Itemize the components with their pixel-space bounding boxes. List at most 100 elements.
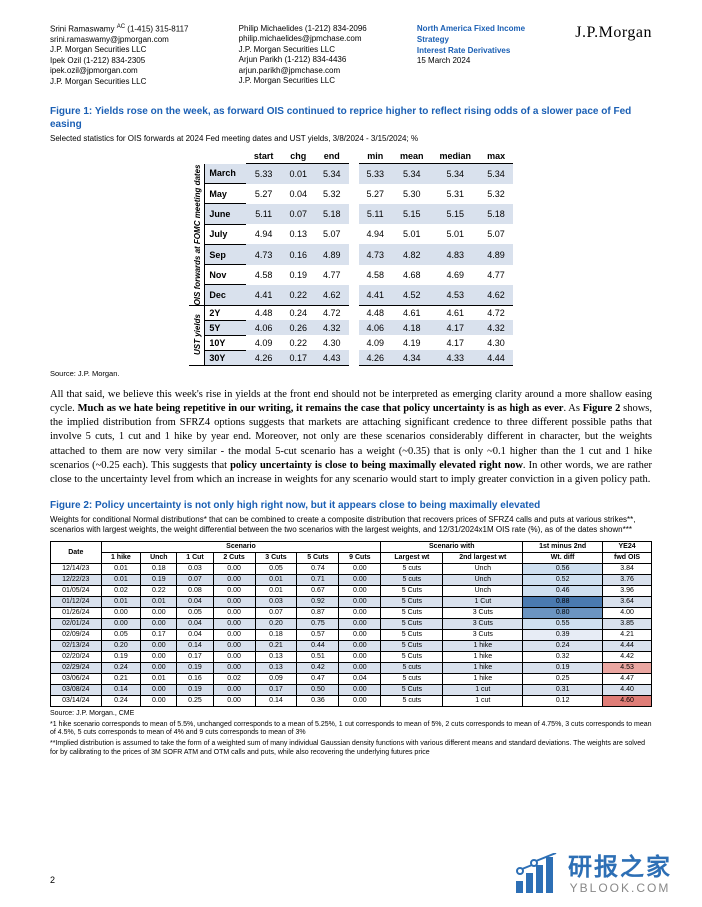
table-cell: 0.31 bbox=[523, 684, 603, 695]
table-cell: 0.01 bbox=[101, 574, 141, 585]
table-cell: 5.27 bbox=[246, 184, 282, 204]
table-cell: 4.62 bbox=[315, 285, 349, 305]
table-cell: 5.32 bbox=[479, 184, 513, 204]
watermark-logo: 研报之家 YBLOOK.COM bbox=[512, 853, 672, 897]
author-firm: J.P. Morgan Securities LLC bbox=[239, 45, 367, 55]
table-cell: 0.50 bbox=[297, 684, 339, 695]
table-cell: 0.00 bbox=[339, 651, 381, 662]
author-col-2: Philip Michaelides (1-212) 834-2096 phil… bbox=[239, 24, 367, 87]
table-cell: 0.17 bbox=[281, 350, 315, 365]
table-cell: 4.72 bbox=[315, 305, 349, 320]
table-cell: 01/26/24 bbox=[51, 607, 102, 618]
table-cell: 0.18 bbox=[255, 629, 297, 640]
table-cell: 02/13/24 bbox=[51, 640, 102, 651]
table-cell: 4.17 bbox=[432, 320, 480, 335]
table-cell: 5.07 bbox=[315, 224, 349, 244]
table-cell: 5.15 bbox=[392, 204, 432, 224]
col-header: fwd OIS bbox=[603, 552, 652, 563]
table-cell: 0.01 bbox=[281, 164, 315, 184]
table-cell: 0.00 bbox=[213, 640, 255, 651]
table-cell: 0.07 bbox=[281, 204, 315, 224]
table-cell: 0.52 bbox=[523, 574, 603, 585]
table-cell: 0.14 bbox=[101, 684, 141, 695]
table-cell: 0.24 bbox=[101, 695, 141, 706]
table-cell: 3.84 bbox=[603, 563, 652, 574]
table-cell: 4.18 bbox=[392, 320, 432, 335]
table-cell: 0.16 bbox=[281, 244, 315, 264]
table-cell: 1 hike bbox=[443, 662, 523, 673]
table-cell: 0.00 bbox=[213, 607, 255, 618]
col-header: max bbox=[479, 149, 513, 164]
table-cell: Unch bbox=[443, 574, 523, 585]
table-cell: 0.00 bbox=[339, 596, 381, 607]
table-cell: 5.34 bbox=[392, 164, 432, 184]
row-label: 2Y bbox=[205, 305, 246, 320]
table-cell: 03/08/24 bbox=[51, 684, 102, 695]
table-cell: 0.01 bbox=[141, 673, 177, 684]
table-cell: 4.43 bbox=[315, 350, 349, 365]
table-cell: 5 cuts bbox=[381, 574, 443, 585]
table-cell: 0.22 bbox=[281, 285, 315, 305]
table-cell: 0.00 bbox=[339, 662, 381, 673]
table-cell: 0.46 bbox=[523, 585, 603, 596]
col-header: median bbox=[432, 149, 480, 164]
table-cell: 0.05 bbox=[177, 607, 213, 618]
figure1-table: start chg end min mean median max OIS fo… bbox=[189, 149, 513, 365]
table-cell: 4.06 bbox=[359, 320, 393, 335]
table-cell: 0.19 bbox=[141, 574, 177, 585]
table-cell: 0.16 bbox=[177, 673, 213, 684]
table-cell: 1 hike bbox=[443, 673, 523, 684]
table-cell: 4.32 bbox=[315, 320, 349, 335]
table-cell: 4.44 bbox=[479, 350, 513, 365]
table-cell: 0.02 bbox=[213, 673, 255, 684]
table-cell: 4.06 bbox=[246, 320, 282, 335]
col-header: 5 Cuts bbox=[297, 552, 339, 563]
figure2-source: Source: J.P. Morgan., CME bbox=[50, 710, 652, 719]
table-cell: 4.62 bbox=[479, 285, 513, 305]
table-cell: 4.89 bbox=[479, 244, 513, 264]
col-header: Unch bbox=[141, 552, 177, 563]
figure1-subtitle: Selected statistics for OIS forwards at … bbox=[50, 134, 652, 144]
table-cell: 4.41 bbox=[246, 285, 282, 305]
table-cell: 0.00 bbox=[141, 640, 177, 651]
col-header: start bbox=[246, 149, 282, 164]
table-cell: 5.11 bbox=[246, 204, 282, 224]
col-header: min bbox=[359, 149, 393, 164]
table-cell: 5.34 bbox=[432, 164, 480, 184]
figure2-title: Figure 2: Policy uncertainty is not only… bbox=[50, 499, 652, 512]
table-cell: 0.26 bbox=[281, 320, 315, 335]
table-cell: 0.04 bbox=[339, 673, 381, 684]
table-cell: 4.73 bbox=[246, 244, 282, 264]
table-cell: 0.00 bbox=[339, 618, 381, 629]
table-cell: 0.80 bbox=[523, 607, 603, 618]
table-cell: 4.52 bbox=[392, 285, 432, 305]
table-cell: 0.18 bbox=[141, 563, 177, 574]
group-header: Scenario with bbox=[381, 541, 523, 552]
author-email: srini.ramaswamy@jpmorgan.com bbox=[50, 35, 189, 45]
table-cell: 0.22 bbox=[281, 335, 315, 350]
table-cell: 4.83 bbox=[432, 244, 480, 264]
watermark-ch: 研报之家 bbox=[568, 855, 672, 881]
table-cell: 5 cuts bbox=[381, 662, 443, 673]
table-cell: 0.56 bbox=[523, 563, 603, 574]
figure2-subtitle: Weights for conditional Normal distribut… bbox=[50, 515, 652, 536]
table-cell: Unch bbox=[443, 585, 523, 596]
col-header: end bbox=[315, 149, 349, 164]
table-cell: 0.14 bbox=[255, 695, 297, 706]
table-cell: 0.07 bbox=[177, 574, 213, 585]
table-cell: 4.34 bbox=[392, 350, 432, 365]
author-name: Philip Michaelides (1-212) 834-2096 bbox=[239, 24, 367, 34]
table-cell: 5 Cuts bbox=[381, 684, 443, 695]
row-label: May bbox=[205, 184, 246, 204]
table-cell: 4.40 bbox=[603, 684, 652, 695]
table-cell: 0.04 bbox=[281, 184, 315, 204]
table-cell: 0.67 bbox=[297, 585, 339, 596]
table-cell: 5.07 bbox=[479, 224, 513, 244]
table-cell: 0.00 bbox=[213, 574, 255, 585]
table-cell: 4.26 bbox=[359, 350, 393, 365]
row-label: July bbox=[205, 224, 246, 244]
author-name: Arjun Parikh (1-212) 834-4436 bbox=[239, 55, 367, 65]
row-label: Dec bbox=[205, 285, 246, 305]
table-cell: 5 Cuts bbox=[381, 596, 443, 607]
row-label: Nov bbox=[205, 265, 246, 285]
